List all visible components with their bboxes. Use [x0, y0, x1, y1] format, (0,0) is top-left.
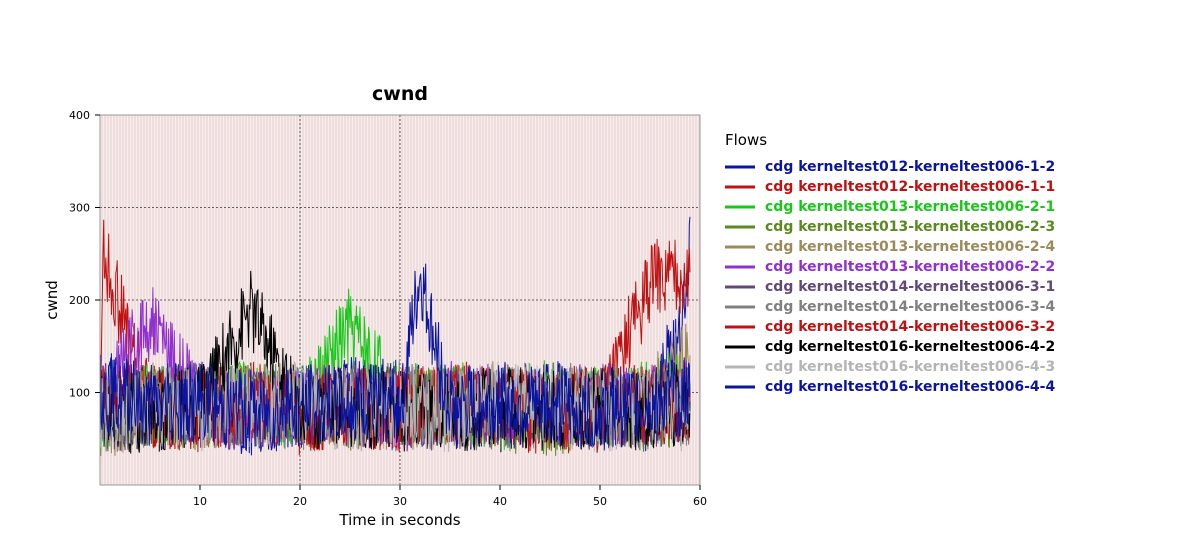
x-tick-label: 10: [193, 495, 207, 508]
y-tick-label: 300: [69, 202, 90, 215]
x-axis-title: Time in seconds: [338, 511, 460, 529]
legend-label: cdg kerneltest014-kerneltest006-3-4: [765, 299, 1055, 315]
legend-label: cdg kerneltest016-kerneltest006-4-4: [765, 379, 1055, 395]
chart-title: cwnd: [372, 83, 428, 105]
legend-label: cdg kerneltest014-kerneltest006-3-2: [765, 319, 1055, 335]
legend-title: Flows: [725, 131, 767, 149]
legend-label: cdg kerneltest012-kerneltest006-1-2: [765, 159, 1055, 175]
legend-label: cdg kerneltest013-kerneltest006-2-1: [765, 199, 1055, 215]
legend-label: cdg kerneltest016-kerneltest006-4-2: [765, 339, 1055, 355]
y-axis-title: cwnd: [43, 280, 61, 320]
legend-label: cdg kerneltest013-kerneltest006-2-2: [765, 259, 1055, 275]
series-line-11: [99, 360, 691, 452]
x-tick-label: 30: [393, 495, 407, 508]
y-tick-label: 200: [69, 294, 90, 307]
series-line-12: [99, 263, 691, 452]
x-tick-label: 60: [693, 495, 707, 508]
plot-area: 10 20 30 40 50 60 100 200 300 400: [69, 109, 707, 508]
legend: Flows cdg kerneltest012-kerneltest006-1-…: [725, 131, 1055, 395]
legend-label: cdg kerneltest014-kerneltest006-3-1: [765, 279, 1055, 295]
y-tick-label: 400: [69, 109, 90, 122]
x-tick-label: 50: [593, 495, 607, 508]
x-tick-label: 20: [293, 495, 307, 508]
y-tick-label: 100: [69, 387, 90, 400]
legend-label: cdg kerneltest013-kerneltest006-2-4: [765, 239, 1055, 255]
legend-label: cdg kerneltest012-kerneltest006-1-1: [765, 179, 1055, 195]
legend-label: cdg kerneltest016-kerneltest006-4-3: [765, 359, 1055, 375]
x-tick-label: 40: [493, 495, 507, 508]
legend-label: cdg kerneltest013-kerneltest006-2-3: [765, 219, 1055, 235]
